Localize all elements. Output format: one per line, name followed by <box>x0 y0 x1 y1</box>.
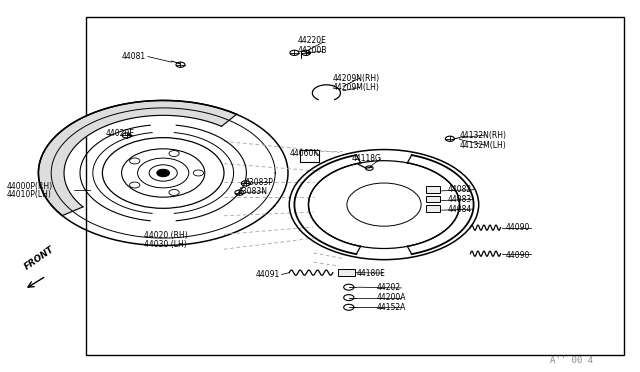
Text: 44082: 44082 <box>448 185 472 194</box>
Text: 44200B: 44200B <box>298 46 327 55</box>
Text: 44090: 44090 <box>506 251 530 260</box>
Text: 44118G: 44118G <box>352 154 382 163</box>
Text: 44152A: 44152A <box>376 303 406 312</box>
Circle shape <box>169 189 179 195</box>
Text: 44090: 44090 <box>506 223 530 232</box>
Text: 44091: 44091 <box>256 270 280 279</box>
Circle shape <box>157 169 170 177</box>
Text: A'' 00 4: A'' 00 4 <box>550 356 593 365</box>
Circle shape <box>130 158 140 164</box>
Text: 44030 (LH): 44030 (LH) <box>144 240 187 248</box>
Circle shape <box>130 182 140 188</box>
Polygon shape <box>38 100 237 216</box>
Bar <box>426 196 440 202</box>
Text: 44060K: 44060K <box>289 149 319 158</box>
Bar <box>86 17 624 355</box>
Text: 44081: 44081 <box>122 52 146 61</box>
Text: FRONT: FRONT <box>23 244 56 272</box>
Text: 44209N(RH): 44209N(RH) <box>333 74 380 83</box>
Bar <box>426 205 440 212</box>
Text: 44180E: 44180E <box>357 269 386 278</box>
Text: 43083N: 43083N <box>238 187 268 196</box>
Text: 44000P(RH): 44000P(RH) <box>6 182 52 190</box>
Text: 44010P(LH): 44010P(LH) <box>6 190 51 199</box>
Text: 44220E: 44220E <box>298 36 326 45</box>
Text: 44020 (RH): 44020 (RH) <box>144 231 188 240</box>
Bar <box>338 269 355 276</box>
Text: 44132M(LH): 44132M(LH) <box>460 141 506 150</box>
Text: 44202: 44202 <box>376 283 401 292</box>
Text: 44084: 44084 <box>448 205 472 214</box>
Bar <box>300 150 319 162</box>
Text: 44083: 44083 <box>448 195 472 204</box>
Circle shape <box>169 151 179 157</box>
Text: 44209M(LH): 44209M(LH) <box>333 83 380 92</box>
Bar <box>426 186 440 193</box>
Text: 44200A: 44200A <box>376 293 406 302</box>
Circle shape <box>193 170 204 176</box>
Text: 44132N(RH): 44132N(RH) <box>460 131 506 140</box>
Text: 43083P: 43083P <box>244 178 273 187</box>
Text: 44020E: 44020E <box>106 129 134 138</box>
